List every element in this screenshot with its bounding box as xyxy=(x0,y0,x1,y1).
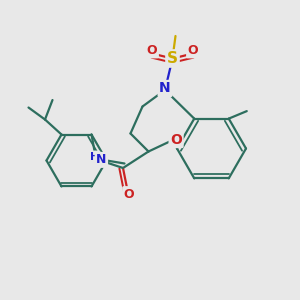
Text: O: O xyxy=(147,44,158,57)
Text: S: S xyxy=(167,51,178,66)
Text: O: O xyxy=(124,188,134,201)
Text: N: N xyxy=(159,82,171,95)
Text: O: O xyxy=(188,44,198,57)
Text: H: H xyxy=(90,152,99,162)
Text: O: O xyxy=(170,133,182,146)
Text: N: N xyxy=(96,153,106,167)
